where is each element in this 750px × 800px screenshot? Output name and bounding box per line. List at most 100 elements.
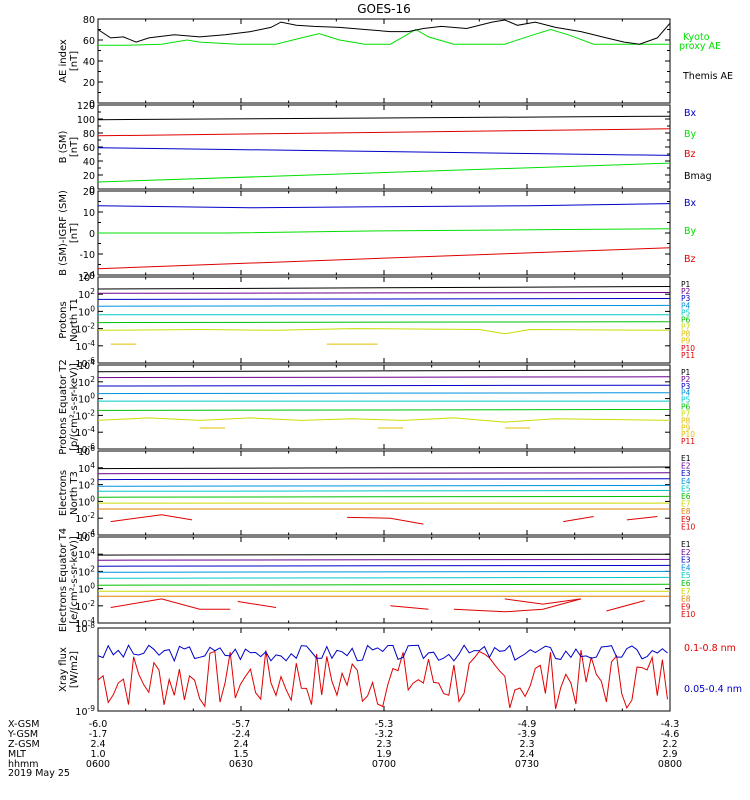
series-line-p6 <box>98 321 670 324</box>
panel-frame <box>97 536 671 624</box>
y-axis-label: Protons Equator T2[p/(cm²-s-sr-keV)] <box>58 359 80 455</box>
y-tick-label: 20 <box>83 187 95 198</box>
series-line-bz <box>98 128 670 137</box>
x-axis-value: -3.9 <box>518 729 537 740</box>
plot-title: GOES-16 <box>357 2 411 16</box>
series-line-e4 <box>98 570 670 573</box>
y-tick-label: 10 <box>83 208 95 219</box>
legend-entry: E8 <box>681 507 691 516</box>
legend-entry: P3 <box>681 382 691 391</box>
legend-entry: Kyoto <box>683 32 710 43</box>
y-tick-label: 40 <box>83 157 95 168</box>
series-group <box>98 203 670 270</box>
y-tick-label: 80 <box>83 15 95 26</box>
series-line-e6 <box>98 495 670 498</box>
y-tick-label: 100 <box>78 582 95 596</box>
legend-entry: E2 <box>681 462 691 471</box>
y-tick-label: 10-4 <box>75 528 95 542</box>
legend-entry: P7 <box>681 409 691 418</box>
y-axis-label: Xray flux[W/m2] <box>58 647 80 692</box>
series-line-bx <box>98 147 670 156</box>
x-axis-value: -5.7 <box>232 719 251 730</box>
x-axis-value: 0700 <box>372 759 396 770</box>
legend-entry: Bx <box>684 198 697 209</box>
y-tick-label: 10-4 <box>75 425 95 439</box>
series-line-0-1-0-8-nm <box>98 650 668 710</box>
legend-entry: P8 <box>681 416 691 425</box>
legend-entry: Themis AE <box>682 71 733 82</box>
series-line-p7 <box>98 328 670 335</box>
legend-entry: E10 <box>681 610 696 619</box>
legend-entry: P1 <box>681 368 691 377</box>
legend-entry: 0.05-0.4 nm <box>684 684 742 695</box>
series-line-e3 <box>98 478 670 481</box>
x-axis-value: -5.3 <box>375 719 394 730</box>
series-group <box>98 286 670 345</box>
x-axis-value: 1.9 <box>376 749 391 760</box>
y-tick-label: 100 <box>77 115 95 126</box>
legend-entry: P6 <box>681 403 691 412</box>
series-line-e13 <box>504 598 582 605</box>
y-tick-label: 10-2 <box>75 599 95 613</box>
y-axis-label: Electrons Equator T4[e/(cm²-s-sr-keV)] <box>58 528 80 632</box>
series-group <box>98 644 668 710</box>
series-line-e10 <box>237 601 277 608</box>
y-tick-label: 100 <box>78 494 95 508</box>
series-line-e11 <box>390 605 429 610</box>
legend-entry: Bx <box>684 108 697 119</box>
series-line-e2 <box>98 558 670 561</box>
y-tick-label: 0 <box>89 99 95 110</box>
legend-entry: P1 <box>681 280 691 289</box>
x-axis-value: 0800 <box>658 759 682 770</box>
series-group <box>98 115 670 183</box>
x-axis-value: 2.3 <box>376 739 391 750</box>
x-axis-value: -2.4 <box>232 729 251 740</box>
y-tick-label: 102 <box>78 375 95 389</box>
series-group <box>98 553 670 613</box>
date-label: 2019 May 25 <box>8 768 70 779</box>
y-tick-label: 106 <box>78 530 95 544</box>
x-axis-value: 0730 <box>515 759 539 770</box>
series-line-p1 <box>98 286 670 290</box>
series-line-e9 <box>110 514 193 523</box>
series-line-bmag <box>98 115 670 121</box>
series-line-e10 <box>347 516 424 525</box>
series-line-by <box>98 228 670 234</box>
x-axis-value: -4.9 <box>518 719 537 730</box>
legend-entry: P11 <box>681 351 695 360</box>
x-axis-value: 2.4 <box>90 739 105 750</box>
legend-entry: E10 <box>681 522 696 531</box>
legend-entry: P3 <box>681 294 691 303</box>
series-line-e12 <box>626 516 658 521</box>
y-axis-label: B (SM)-IGRF (SM)[nT] <box>58 190 80 276</box>
legend-entry: E5 <box>681 484 691 493</box>
legend-entry: E6 <box>681 579 691 588</box>
legend-entry: E3 <box>681 556 691 565</box>
legend-entry: 0.1-0.8 nm <box>684 643 736 654</box>
series-line-0-05-0-4-nm <box>98 644 668 663</box>
panel-frame <box>97 276 671 364</box>
series-group <box>98 466 670 525</box>
legend-entry: proxy AE <box>679 41 721 52</box>
series-line-e4 <box>98 484 670 487</box>
y-tick-label: 10-2 <box>75 322 95 336</box>
series-line-p3 <box>98 384 670 387</box>
series-line-e1 <box>98 553 670 556</box>
x-axis-value: -4.6 <box>661 729 680 740</box>
legend-entry: E8 <box>681 595 691 604</box>
y-tick-label: 104 <box>78 358 95 372</box>
x-axis-value: 2.3 <box>519 739 534 750</box>
series-line-e11 <box>563 516 594 523</box>
series-line-e12 <box>453 598 582 613</box>
series-group <box>98 19 670 46</box>
y-tick-label: 10-2 <box>75 511 95 525</box>
legend-entry: P6 <box>681 315 691 324</box>
y-tick-label: 40 <box>83 57 95 68</box>
legend-entry: P5 <box>681 396 691 405</box>
x-axis-row-label: Z-GSM <box>8 739 40 750</box>
y-tick-label: 100 <box>78 304 95 318</box>
y-tick-label: 102 <box>78 564 95 578</box>
